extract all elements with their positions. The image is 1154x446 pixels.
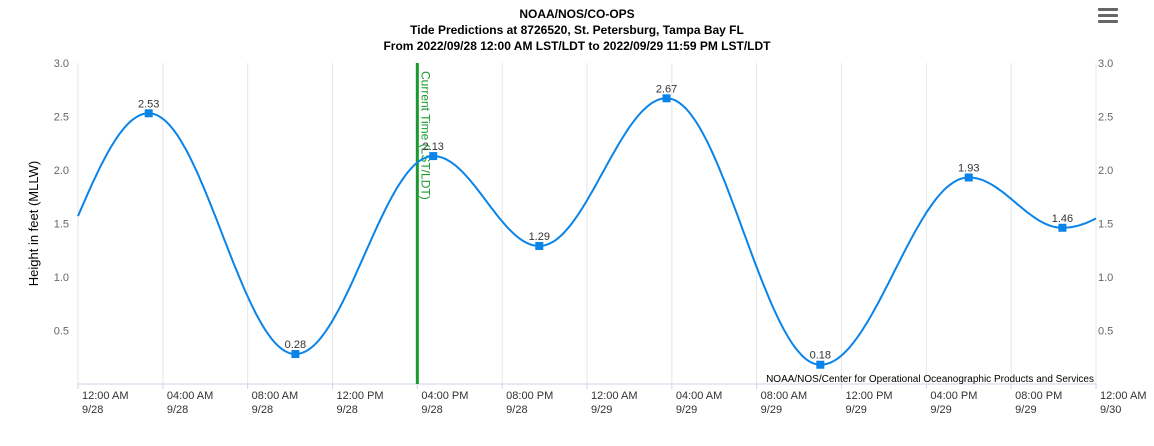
hilo-value-label: 2.67 <box>656 83 677 95</box>
y-tick-label-right: 2.0 <box>1098 165 1113 177</box>
y-tick-label-left: 2.5 <box>54 112 69 124</box>
x-tick-label-date: 9/28 <box>506 404 527 416</box>
y-tick-label-right: 1.5 <box>1098 219 1113 231</box>
chart-subtitle-station: Tide Predictions at 8726520, St. Petersb… <box>410 23 744 37</box>
x-tick-label-date: 9/30 <box>1100 404 1121 416</box>
x-tick-label-time: 12:00 AM <box>1100 390 1146 402</box>
tide-hilo-points: 2.53 0.28 2.13 1.29 2.67 0.18 1.93 1.46 <box>138 83 1073 369</box>
hilo-value-label: 1.29 <box>529 231 550 243</box>
y-tick-label-left: 1.0 <box>54 272 69 284</box>
y-tick-label-right: 3.0 <box>1098 58 1113 70</box>
chart-title-block: NOAA/NOS/CO-OPS Tide Predictions at 8726… <box>0 6 1154 54</box>
chart-subtitle-range: From 2022/09/28 12:00 AM LST/LDT to 2022… <box>383 39 771 53</box>
hilo-marker <box>964 173 973 182</box>
x-tick-label-date: 9/28 <box>421 404 442 416</box>
chart-title: NOAA/NOS/CO-OPS <box>519 7 635 21</box>
credit-text: NOAA/NOS/Center for Operational Oceanogr… <box>766 374 1094 385</box>
hilo-marker <box>816 360 825 369</box>
axes: 12:00 AM 9/28 04:00 AM 9/28 08:00 AM 9/28 12:0… <box>54 58 1147 416</box>
x-tick-label-date: 9/28 <box>82 404 103 416</box>
x-tick-label-time: 04:00 AM <box>167 390 213 402</box>
current-time-marker: Current Time (LST/LDT) <box>415 63 432 384</box>
x-tick-label-time: 04:00 PM <box>930 390 977 402</box>
y-tick-label-left: 2.0 <box>54 165 69 177</box>
x-tick-label-date: 9/29 <box>591 404 612 416</box>
grid-lines <box>77 63 1097 384</box>
tide-series-line <box>77 97 1097 366</box>
y-tick-label-left: 1.5 <box>54 219 69 231</box>
x-tick-label-date: 9/29 <box>930 404 951 416</box>
hilo-value-label: 0.28 <box>285 339 306 351</box>
x-tick-label-time: 12:00 PM <box>337 390 384 402</box>
y-tick-label-right: 1.0 <box>1098 272 1113 284</box>
x-tick-label-time: 08:00 PM <box>506 390 553 402</box>
x-tick-label-time: 04:00 PM <box>421 390 468 402</box>
hilo-value-label: 1.93 <box>958 162 979 174</box>
hilo-marker <box>144 109 153 118</box>
x-tick-label-date: 9/28 <box>167 404 188 416</box>
hilo-marker <box>535 241 544 250</box>
x-tick-label-date: 9/29 <box>676 404 697 416</box>
hilo-value-label: 0.18 <box>810 350 831 362</box>
x-tick-label-time: 04:00 AM <box>676 390 722 402</box>
x-tick-label-date: 9/28 <box>337 404 358 416</box>
x-tick-label-time: 12:00 AM <box>591 390 637 402</box>
x-tick-label-date: 9/28 <box>252 404 273 416</box>
y-tick-label-left: 0.5 <box>54 326 69 338</box>
y-tick-label-right: 0.5 <box>1098 326 1113 338</box>
x-tick-label-date: 9/29 <box>1015 404 1036 416</box>
hilo-value-label: 2.53 <box>138 98 159 110</box>
hilo-marker <box>1058 223 1067 232</box>
y-tick-label-right: 2.5 <box>1098 112 1113 124</box>
x-tick-label-time: 08:00 AM <box>761 390 807 402</box>
x-tick-label-time: 08:00 AM <box>252 390 298 402</box>
x-tick-label-date: 9/29 <box>761 404 782 416</box>
current-time-label: Current Time (LST/LDT) <box>418 71 432 200</box>
hilo-value-label: 2.13 <box>423 141 444 153</box>
x-tick-label-time: 12:00 PM <box>846 390 893 402</box>
y-tick-label-left: 3.0 <box>54 58 69 70</box>
hilo-value-label: 1.46 <box>1052 213 1073 225</box>
hilo-marker <box>429 152 438 161</box>
x-tick-label-time: 08:00 PM <box>1015 390 1062 402</box>
x-tick-label-time: 12:00 AM <box>82 390 128 402</box>
hilo-marker <box>291 350 300 359</box>
x-tick-label-date: 9/29 <box>846 404 867 416</box>
hilo-marker <box>662 94 671 103</box>
hamburger-menu-icon[interactable] <box>1096 6 1120 24</box>
y-axis-title: Height in feet (MLLW) <box>26 161 41 286</box>
